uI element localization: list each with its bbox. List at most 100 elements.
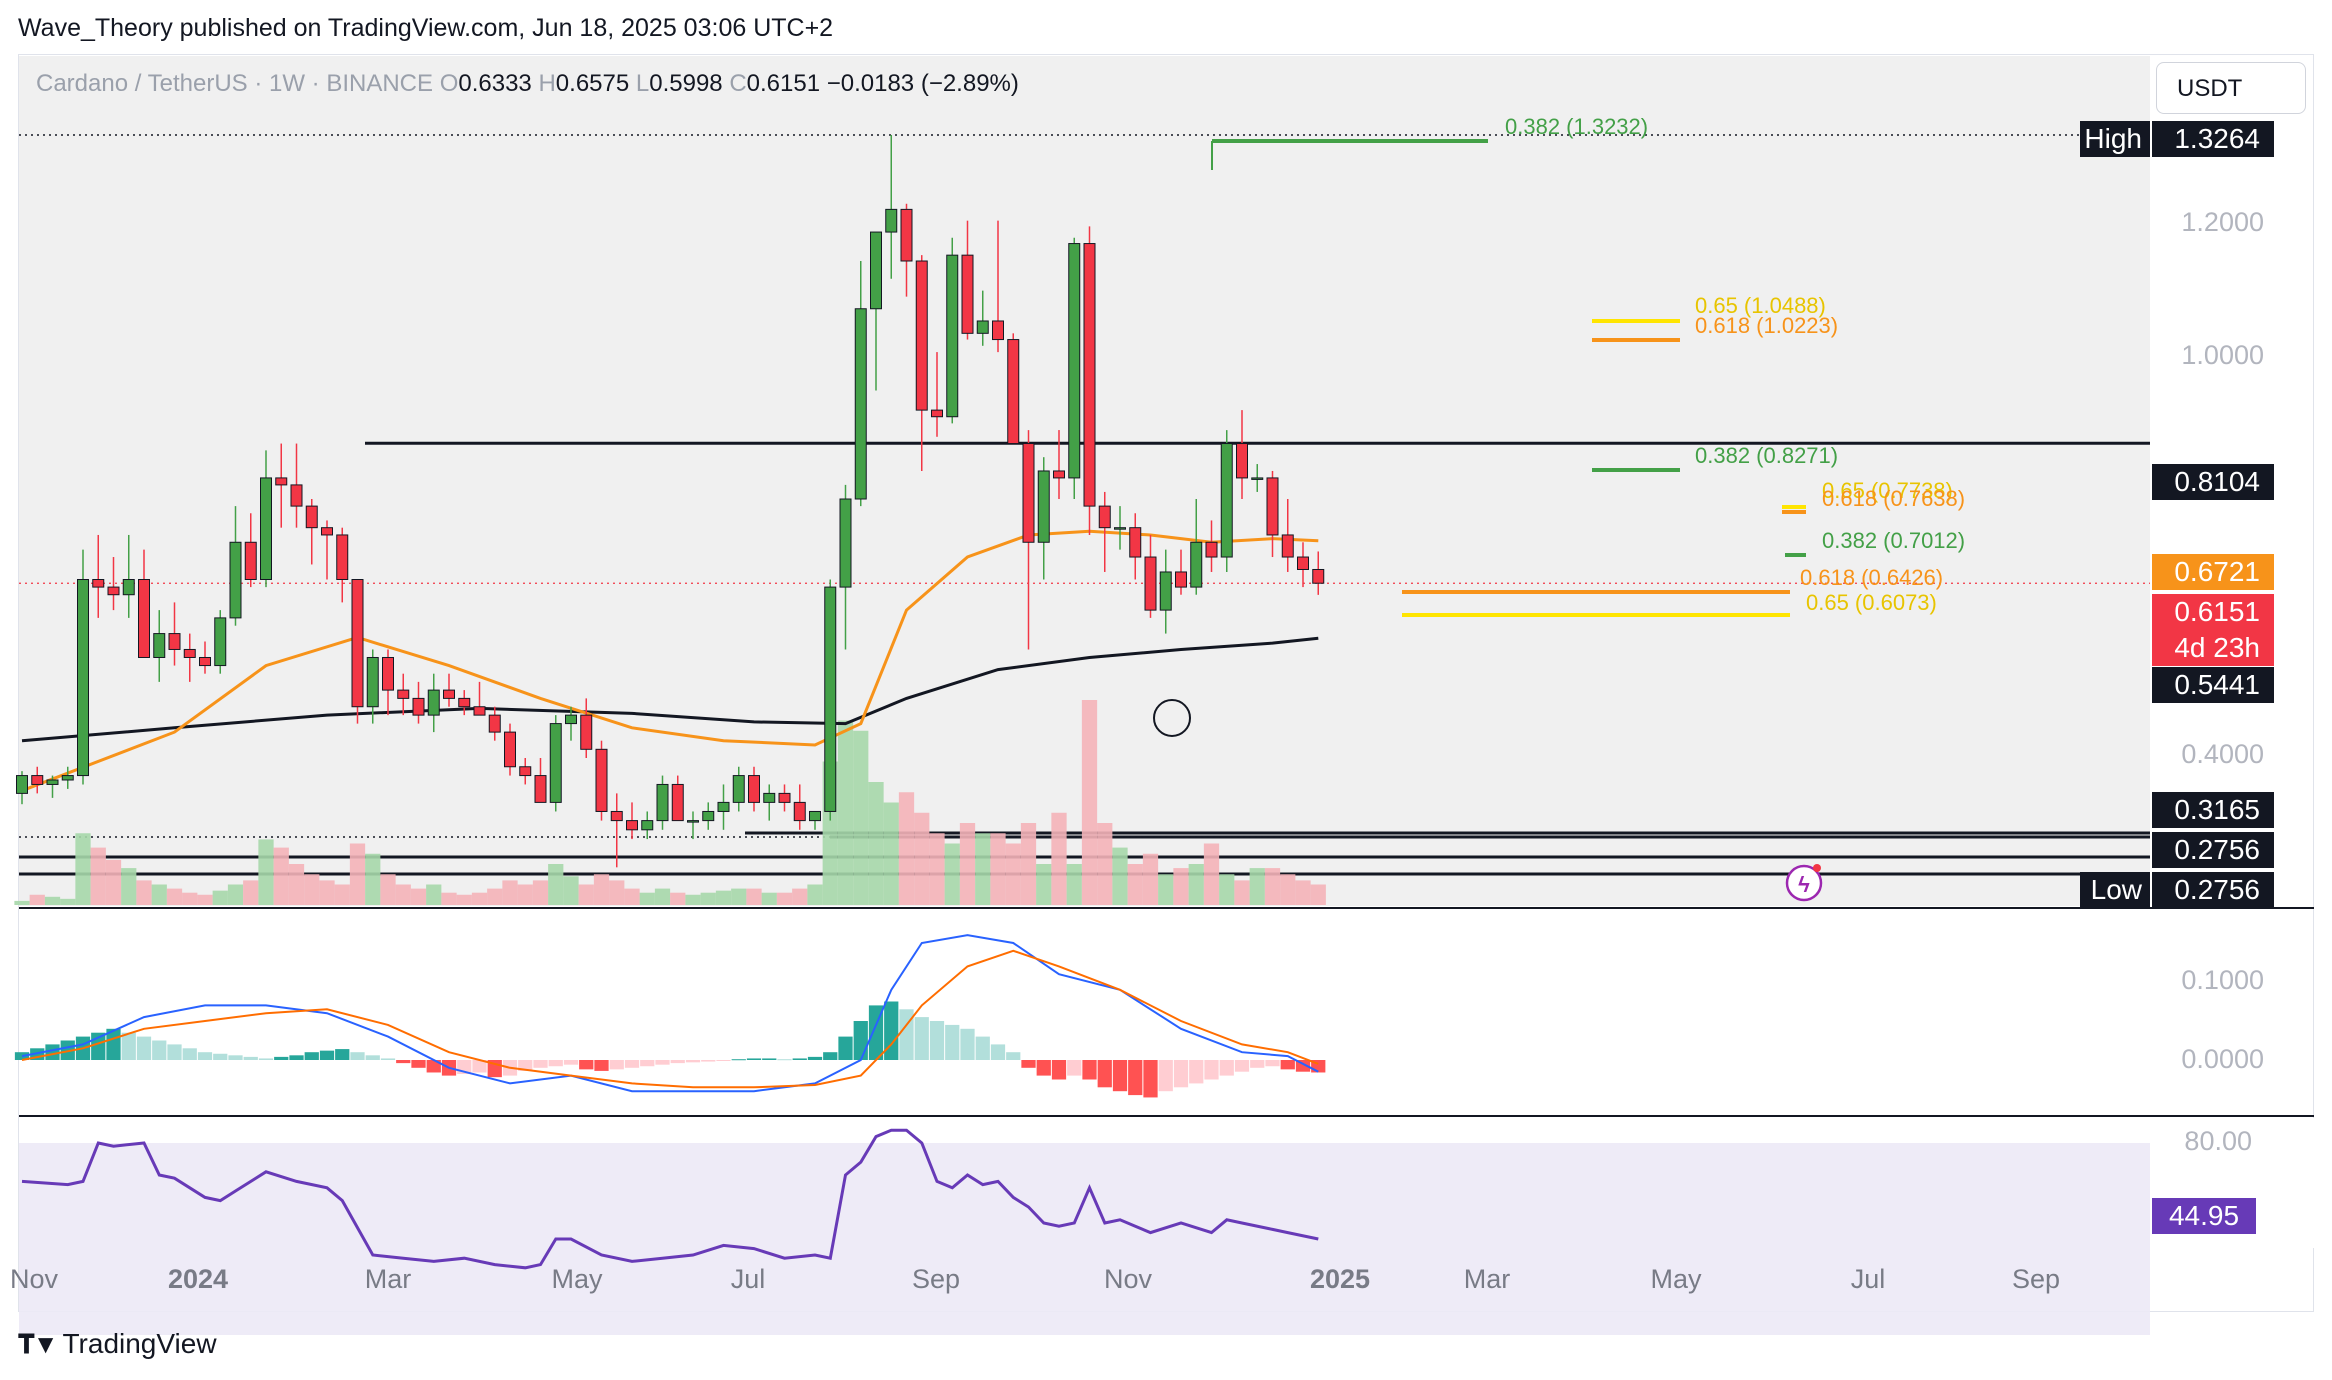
macd-pane-background xyxy=(19,910,2150,1115)
currency-button[interactable]: USDT xyxy=(2156,62,2306,114)
candle-body xyxy=(1144,556,1157,611)
candle-body xyxy=(778,792,791,803)
macd-histogram-bar xyxy=(1082,1060,1097,1080)
time-axis-tick: May xyxy=(1650,1264,1702,1294)
macd-histogram-bar xyxy=(396,1060,411,1064)
macd-histogram-bar xyxy=(945,1024,960,1060)
price-badge xyxy=(2152,792,2274,828)
volume-bar xyxy=(929,833,945,905)
high-label: H xyxy=(538,70,556,97)
time-axis-tick: Nov xyxy=(10,1264,59,1294)
macd-histogram-bar xyxy=(548,1060,563,1067)
volume-bar xyxy=(746,888,762,905)
time-axis-tick: Sep xyxy=(912,1264,960,1294)
volume-bar xyxy=(731,888,747,905)
candle-body xyxy=(519,766,532,777)
candle-body xyxy=(656,783,669,822)
time-axis-tick: Jul xyxy=(1851,1264,1886,1294)
time-axis-tick: Nov xyxy=(1104,1264,1153,1294)
volume-bar xyxy=(1036,864,1052,905)
symbol-legend: Cardano / TetherUS · 1W · BINANCE O0.633… xyxy=(36,70,1019,98)
fib-level-label: 0.382 (0.7012) xyxy=(1822,528,1965,553)
macd-histogram-bar xyxy=(1051,1060,1067,1080)
macd-histogram-bar xyxy=(1265,1060,1280,1067)
rsi-axis-tick: 80.00 xyxy=(2184,1126,2252,1156)
candle-body xyxy=(305,505,318,529)
price-badge xyxy=(2152,667,2274,703)
candle-body xyxy=(671,783,684,822)
macd-histogram-bar xyxy=(914,1017,929,1060)
candle-body xyxy=(641,820,654,831)
volume-bar xyxy=(563,876,579,905)
price-badge xyxy=(2152,594,2274,666)
fib-level-label: 0.618 (0.6426) xyxy=(1800,565,1943,590)
candle-body xyxy=(488,714,501,733)
price-badge xyxy=(2152,832,2274,868)
volume-bar xyxy=(654,888,671,905)
candle-body xyxy=(1312,568,1325,584)
price-badge-value: 0.6151 xyxy=(2174,596,2260,627)
volume-bar xyxy=(715,890,732,905)
macd-histogram-bar xyxy=(777,1059,792,1061)
volume-bar xyxy=(1142,853,1159,905)
fib-level-label: 0.618 (0.7638) xyxy=(1822,486,1965,511)
volume-bar xyxy=(380,874,396,905)
volume-bar xyxy=(258,839,274,905)
tradingview-logo[interactable]: 𝐓▼ TradingView xyxy=(18,1328,217,1361)
volume-bar xyxy=(975,833,991,905)
volume-bar xyxy=(44,896,61,905)
macd-histogram-bar xyxy=(472,1060,487,1073)
volume-area xyxy=(14,700,1326,905)
price-badge-countdown: 4d 23h xyxy=(2174,632,2260,663)
rsi-badge-value: 44.95 xyxy=(2169,1200,2239,1231)
macd-histogram-bar xyxy=(335,1049,350,1060)
macd-histogram-bar xyxy=(167,1044,182,1060)
volume-bar xyxy=(853,730,869,905)
volume-bar xyxy=(1066,864,1082,905)
candle-body xyxy=(107,586,120,596)
change-value: −0.0183 (−2.89%) xyxy=(826,70,1019,97)
candle-body xyxy=(534,775,547,803)
candle-body xyxy=(870,231,882,310)
candle-body xyxy=(809,810,821,822)
volume-bar xyxy=(776,892,793,905)
macd-histogram-bar xyxy=(563,1060,579,1065)
volume-bar xyxy=(517,884,533,905)
fib-level-label: 0.382 (0.8271) xyxy=(1695,443,1838,468)
tradingview-wordmark: TradingView xyxy=(62,1328,217,1359)
macd-histogram-bar xyxy=(884,1001,899,1060)
candle-body xyxy=(229,541,242,619)
volume-bar xyxy=(593,874,610,905)
candle-body xyxy=(793,801,806,822)
volume-bar xyxy=(1051,812,1067,905)
candle-body xyxy=(992,320,1004,341)
volume-bar xyxy=(1081,700,1098,905)
time-axis-tick: Sep xyxy=(2012,1264,2060,1294)
open-value: 0.6333 xyxy=(458,70,532,97)
volume-bar xyxy=(1158,874,1174,905)
candle-body xyxy=(214,617,227,667)
macd-histogram-bar xyxy=(1173,1060,1189,1088)
candle-body xyxy=(824,586,837,812)
macd-histogram-bar xyxy=(350,1052,365,1060)
volume-bar xyxy=(837,720,854,905)
volume-bar xyxy=(959,823,976,905)
volume-bar xyxy=(1234,880,1250,905)
volume-bar xyxy=(1005,843,1021,905)
symbol-name: Cardano / TetherUS · 1W · BINANCE xyxy=(36,70,434,97)
price-badge-tag-label: Low xyxy=(2091,874,2143,905)
time-axis-tick: 2024 xyxy=(168,1264,228,1294)
volume-bar xyxy=(60,898,76,905)
candle-body xyxy=(687,820,699,823)
price-badge-value: 0.8104 xyxy=(2174,466,2260,497)
candle-body xyxy=(1175,571,1187,588)
candle-body xyxy=(138,579,150,658)
time-axis-tick: 2025 xyxy=(1310,1264,1370,1294)
candle-body xyxy=(565,714,577,725)
candle-body xyxy=(427,689,440,716)
candle-body xyxy=(122,579,135,596)
candle-body xyxy=(610,810,623,822)
candle-body xyxy=(946,254,959,418)
volume-bar xyxy=(502,880,518,905)
